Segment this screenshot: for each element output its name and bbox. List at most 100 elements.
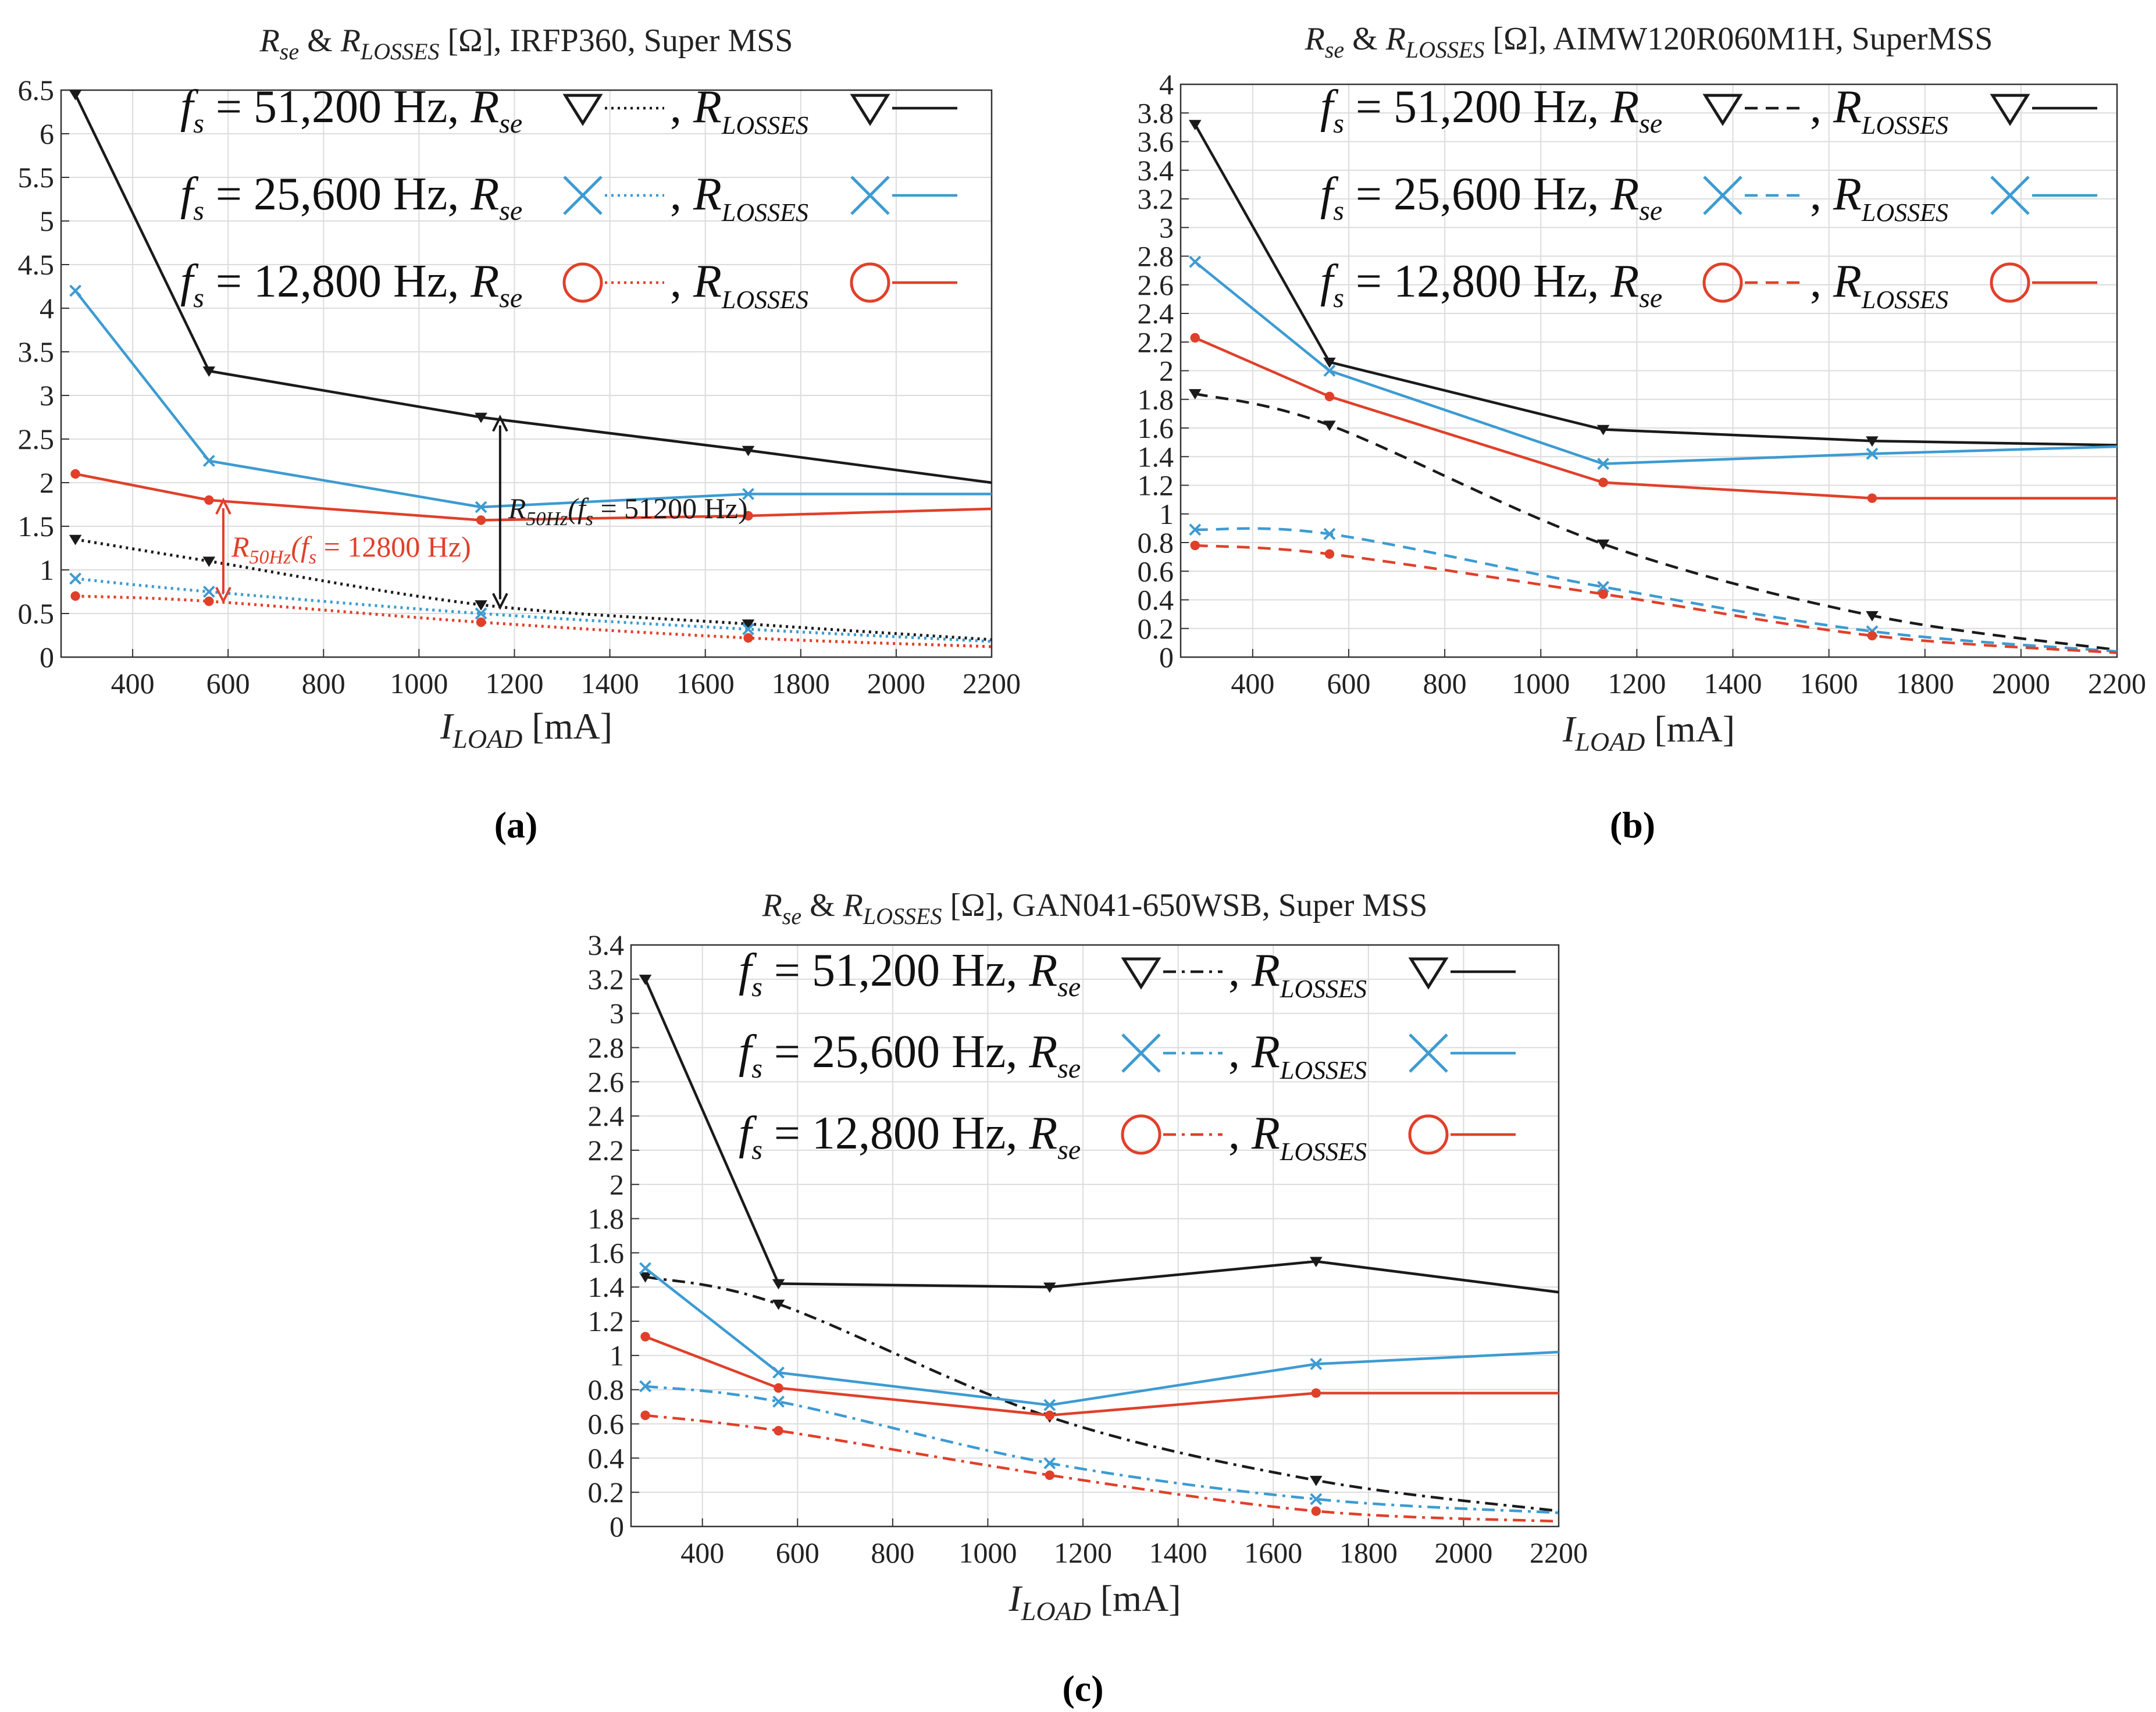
data-point [639,1272,652,1283]
y-tick-label: 6 [40,117,54,150]
y-tick-label: 1.4 [588,1271,625,1303]
data-point [772,1366,785,1379]
legend-marker-losses [850,94,890,126]
legend-text: fs = 12,800 Hz, Rse [1320,256,1662,313]
x-tick-label: 1800 [772,667,830,700]
y-tick-label: 3 [610,997,624,1030]
x-tick-label: 800 [1423,667,1467,700]
data-point [1324,391,1335,402]
data-point [1324,549,1335,559]
data-point [639,1380,651,1393]
y-tick-label: 1.8 [1138,383,1174,416]
data-point [1045,1410,1054,1421]
data-point [743,511,753,521]
y-tick-label: 1 [40,554,54,586]
data-point [1323,357,1336,368]
data-point [69,284,82,297]
data-point [742,623,754,636]
legend-row-1: fs = 25,600 Hz, Rse , RLOSSES [1320,169,2097,227]
legend-marker-losses [1408,1114,1449,1155]
legend-text-losses: , RLOSSES [1228,1108,1367,1166]
legend-marker-rse [1702,262,1743,303]
data-point [475,607,487,620]
x-tick-label: 1600 [1800,667,1858,700]
y-tick-label: 2 [40,466,54,499]
x-tick-label: 2200 [2088,667,2146,700]
x-tick-label: 800 [302,667,345,700]
x-tick-label: 1000 [958,1536,1017,1569]
annotation-ann-black: R50Hz(fs = 51200 Hz) [492,415,748,610]
y-tick-label: 3.6 [1138,126,1174,158]
chart-title: Rse & RLOSSES [Ω], GAN041-650WSB, Super … [762,887,1428,929]
y-tick-label: 2.2 [1138,326,1174,358]
legend-text-losses: , RLOSSES [670,169,808,227]
data-point [1598,589,1608,599]
x-axis-label: ILOAD [mA] [1008,1578,1181,1626]
x-tick-label: 400 [1231,667,1274,700]
x-tick-label: 1000 [1512,667,1570,700]
data-point [772,1299,785,1310]
data-point [772,1279,785,1290]
data-point [742,488,754,500]
y-tick-label: 6.5 [18,74,55,106]
data-point [774,1383,783,1393]
y-tick-label: 2 [1159,355,1174,387]
x-tick-label: 1800 [1896,667,1954,700]
data-point [1323,365,1336,377]
x-tick-label: 1600 [1244,1536,1302,1569]
data-point [69,90,82,101]
legend-text-losses: , RLOSSES [1810,169,1948,227]
legend-marker-rse [1702,94,1743,126]
legend-marker-losses [850,176,890,215]
legend-text: fs = 25,600 Hz, Rse [1320,169,1662,226]
y-tick-label: 0.6 [588,1408,625,1440]
series-line-0 [1195,392,2118,651]
chart-panel-a: 400 600 800 1000 1200 1400 1600 1800 2000 2200 0 0.… [18,23,1021,754]
plot-area [61,90,992,657]
y-tick-label: 3 [1159,211,1174,244]
x-tick-label: 1200 [1608,667,1666,700]
data-point [1311,1388,1321,1398]
y-tick-label: 1.5 [18,510,55,543]
legend-text: fs = 51,200 Hz, Rse [739,945,1081,1003]
legend-row-0: fs = 51,200 Hz, Rse , RLOSSES [180,81,957,140]
y-tick-label: 0 [40,641,54,673]
data-point [1045,1470,1054,1480]
data-point [1310,1358,1323,1371]
data-point [69,572,82,585]
data-point [1188,389,1202,400]
data-point [1311,1506,1321,1516]
y-tick-label: 2 [610,1168,624,1201]
data-point [204,596,214,607]
y-tick-label: 0.2 [1138,612,1174,645]
data-point [1043,1457,1056,1470]
data-point [69,534,82,545]
y-tick-label: 0.2 [588,1476,625,1508]
legend-text: fs = 51,200 Hz, Rse [1320,81,1662,139]
data-point [1190,333,1200,343]
legend-text: fs = 51,200 Hz, Rse [180,81,522,139]
x-axis-label: ILOAD [mA] [1562,708,1735,757]
y-tick-label: 3.2 [1138,183,1174,215]
data-point [1310,1257,1323,1268]
data-point [639,1262,651,1275]
annotation-arrowhead-up [215,497,231,515]
x-tick-label: 1000 [390,667,448,700]
data-point [772,1395,785,1408]
y-tick-label: 4 [40,292,54,324]
data-point [639,975,652,985]
axes-frame [630,944,1560,1528]
series-line-2 [1195,527,2118,653]
x-tick-label: 2000 [1992,667,2050,700]
series-line-2 [645,1385,1559,1514]
y-tick-label: 1 [1159,498,1174,530]
legend-row-2: fs = 12,800 Hz, Rse , RLOSSES [739,1108,1516,1166]
data-point [202,366,216,377]
grid-lines [631,944,1559,1527]
y-tick-label: 1.8 [588,1203,625,1235]
y-tick-label: 0 [1159,641,1174,673]
data-point [1866,447,1879,460]
data-point [1323,420,1336,431]
series-line-0 [645,1275,1559,1513]
